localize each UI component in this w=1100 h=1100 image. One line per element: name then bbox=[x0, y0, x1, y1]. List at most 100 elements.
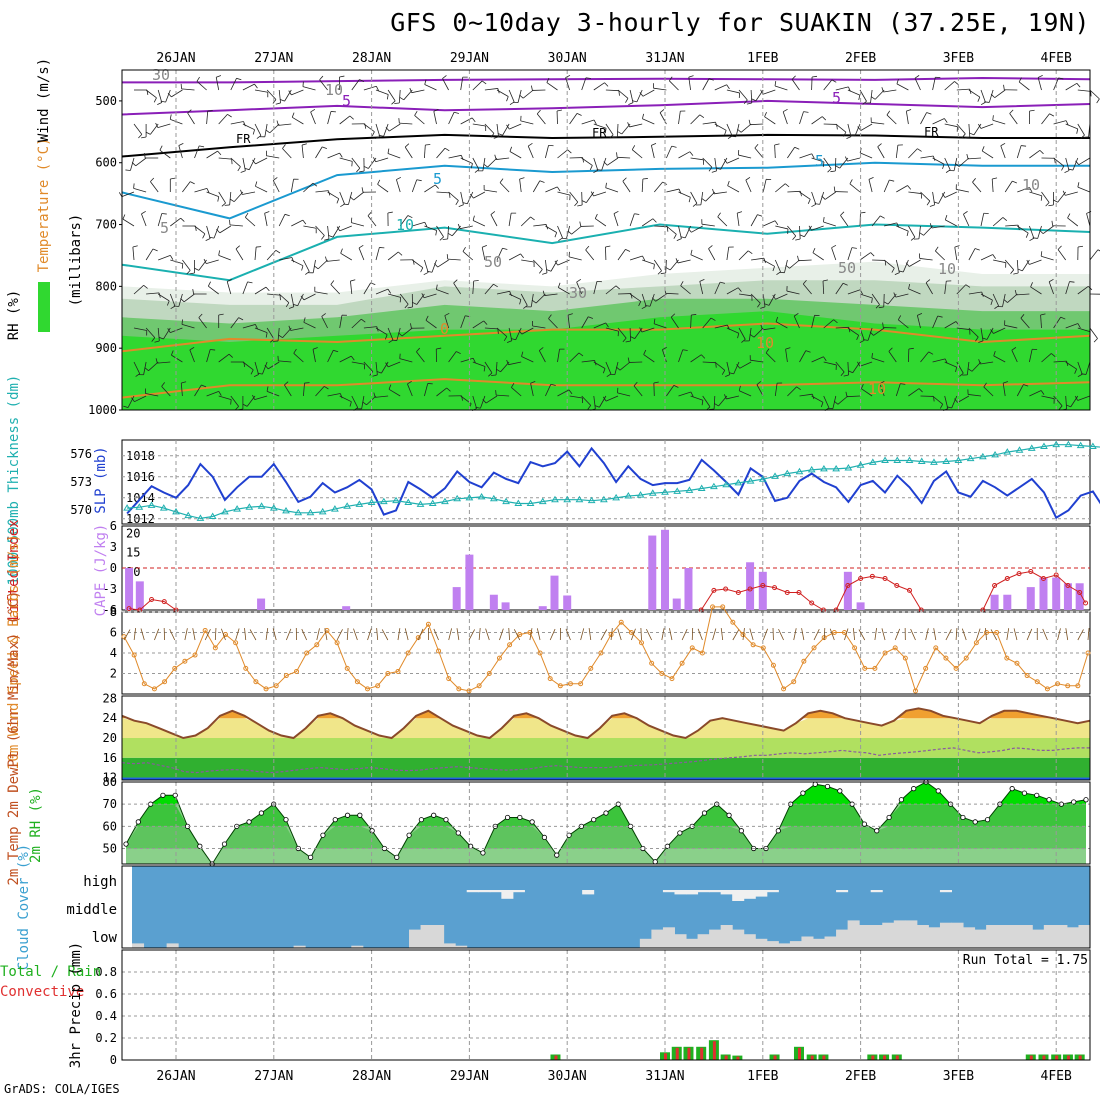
lifted-index-marker bbox=[711, 587, 717, 593]
wind-barb-flag bbox=[881, 87, 884, 93]
wind-barb-flag bbox=[625, 98, 629, 103]
wind-barb bbox=[740, 123, 752, 133]
wind-barb-flag bbox=[605, 182, 607, 188]
wind-barb-flag bbox=[585, 245, 590, 251]
wind-speed-marker bbox=[557, 683, 563, 689]
cloud-high-bar bbox=[697, 890, 710, 893]
wind-barb bbox=[787, 386, 797, 397]
wind-barb bbox=[713, 395, 716, 410]
wind-barb bbox=[980, 361, 994, 365]
wind-barb bbox=[768, 293, 776, 306]
wind-barb bbox=[738, 89, 748, 101]
wind-barb bbox=[799, 153, 812, 159]
wind-speed-marker bbox=[405, 650, 411, 656]
wind-barb-flag bbox=[757, 214, 763, 217]
li-tick: -3 bbox=[103, 582, 117, 596]
wind-barb bbox=[993, 355, 1006, 363]
wind-barb bbox=[957, 395, 970, 403]
precip-convective-bar bbox=[664, 1053, 667, 1060]
wind-barb bbox=[605, 395, 619, 402]
thickness-marker bbox=[428, 499, 437, 506]
wind-barb-flag bbox=[245, 212, 249, 218]
wind-barb bbox=[702, 317, 712, 329]
wind-barb-flag bbox=[908, 283, 911, 290]
wind-barb-flag bbox=[319, 75, 324, 81]
wind-barb-flag bbox=[340, 248, 343, 254]
wind-barb-flag bbox=[737, 287, 742, 292]
wind-barb-flag bbox=[138, 134, 143, 139]
wind-barb-flag bbox=[252, 159, 256, 165]
wind-barb bbox=[956, 361, 964, 374]
rh2m-marker bbox=[123, 841, 129, 847]
surface-wind-barb bbox=[1026, 628, 1033, 641]
wind-barb-flag bbox=[396, 176, 402, 180]
wind-barb bbox=[460, 315, 466, 329]
wind-barb-flag bbox=[424, 79, 427, 85]
rh2m-marker bbox=[455, 830, 461, 836]
wind-barb-flag bbox=[358, 244, 364, 249]
wind-barb bbox=[787, 190, 801, 193]
wind-speed-marker bbox=[781, 686, 787, 692]
rh2m-marker bbox=[541, 834, 548, 841]
wind-barb bbox=[187, 112, 195, 125]
wind-barb-flag bbox=[785, 264, 790, 269]
cloud-low-bar bbox=[432, 925, 445, 948]
rh2m-marker bbox=[418, 817, 424, 823]
wind-barb-flag bbox=[305, 271, 310, 275]
wind-barb bbox=[1041, 353, 1052, 363]
wind-barb bbox=[835, 123, 847, 133]
wind-barb bbox=[363, 282, 371, 295]
wind-barb bbox=[914, 78, 921, 91]
wind-barb bbox=[423, 293, 437, 299]
wind-barb-flag bbox=[554, 232, 558, 238]
wind-barb bbox=[375, 89, 389, 95]
wind-barb-flag bbox=[814, 203, 820, 205]
wind-barb bbox=[883, 179, 890, 193]
wind-speed-marker bbox=[1034, 679, 1040, 685]
wind-barb bbox=[472, 320, 484, 329]
precip-tick: 0.8 bbox=[95, 965, 117, 979]
wind-barb-flag bbox=[407, 215, 413, 219]
wind-barb-flag bbox=[313, 265, 319, 270]
wind-barb bbox=[496, 157, 510, 160]
wind-barb-flag bbox=[858, 94, 861, 101]
contour-label: FR bbox=[236, 132, 251, 146]
wind-barb-flag bbox=[849, 134, 856, 137]
wind-barb bbox=[326, 259, 340, 262]
wind-barb-flag bbox=[760, 306, 766, 309]
wind-speed-marker bbox=[1014, 660, 1020, 666]
thickness-marker bbox=[734, 478, 743, 486]
wind-barb bbox=[617, 392, 631, 397]
wind-barb bbox=[1077, 286, 1089, 295]
date-label-bottom: 31JAN bbox=[645, 1069, 684, 1084]
wind-speed-marker bbox=[466, 688, 472, 694]
wind-barb bbox=[303, 321, 316, 329]
wind-barb bbox=[1037, 77, 1042, 91]
wind-barb-flag bbox=[1060, 316, 1066, 320]
wind-barb bbox=[182, 181, 191, 193]
wind-barb-flag bbox=[982, 337, 988, 340]
wind-barb bbox=[254, 395, 268, 400]
wind-barb bbox=[819, 191, 825, 205]
rh2m-marker bbox=[566, 832, 572, 838]
wind-barb-flag bbox=[905, 262, 910, 267]
wind-barb bbox=[1029, 150, 1041, 159]
cloud-low-bar bbox=[674, 934, 687, 948]
wind-barb bbox=[215, 77, 220, 91]
wind-barb-flag bbox=[699, 114, 705, 119]
wind-barb bbox=[859, 152, 873, 159]
cloud-low-bar bbox=[882, 922, 895, 948]
wind-speed-marker bbox=[953, 665, 959, 671]
wind-barb bbox=[593, 395, 596, 409]
precip-convective-bar bbox=[712, 1041, 716, 1060]
surface-wind-barb bbox=[600, 629, 608, 641]
thickness-marker bbox=[159, 504, 168, 511]
wind-barb-flag bbox=[170, 305, 176, 310]
surface-wind-barb bbox=[316, 628, 320, 641]
wind-barb-flag bbox=[496, 368, 501, 373]
wind-barb bbox=[782, 111, 788, 125]
wind-barb-flag bbox=[774, 143, 780, 146]
wind-speed-marker bbox=[801, 658, 807, 664]
wind-barb-flag bbox=[954, 398, 958, 403]
rh2m-marker bbox=[1071, 799, 1077, 805]
